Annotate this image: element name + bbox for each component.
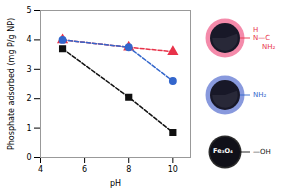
svg-text:4: 4 [38, 165, 43, 174]
svg-text:HN—C NH₂: HN—C NH₂ [253, 26, 275, 51]
svg-text:2: 2 [26, 94, 31, 103]
svg-text:NH₂: NH₂ [253, 91, 267, 99]
svg-text:0: 0 [26, 153, 31, 162]
svg-text:4: 4 [26, 35, 31, 44]
svg-text:6: 6 [82, 165, 87, 174]
svg-text:5: 5 [26, 6, 31, 15]
svg-text:8: 8 [126, 165, 131, 174]
svg-text:1: 1 [26, 124, 31, 133]
svg-text:3: 3 [26, 65, 31, 74]
svg-text:—OH: —OH [253, 148, 271, 156]
svg-text:pH: pH [110, 179, 121, 188]
svg-text:Phosphate adsorbed (mg P/g NP): Phosphate adsorbed (mg P/g NP) [7, 18, 16, 150]
svg-text:10: 10 [168, 165, 178, 174]
svg-text:Fe₃O₄: Fe₃O₄ [213, 147, 233, 155]
